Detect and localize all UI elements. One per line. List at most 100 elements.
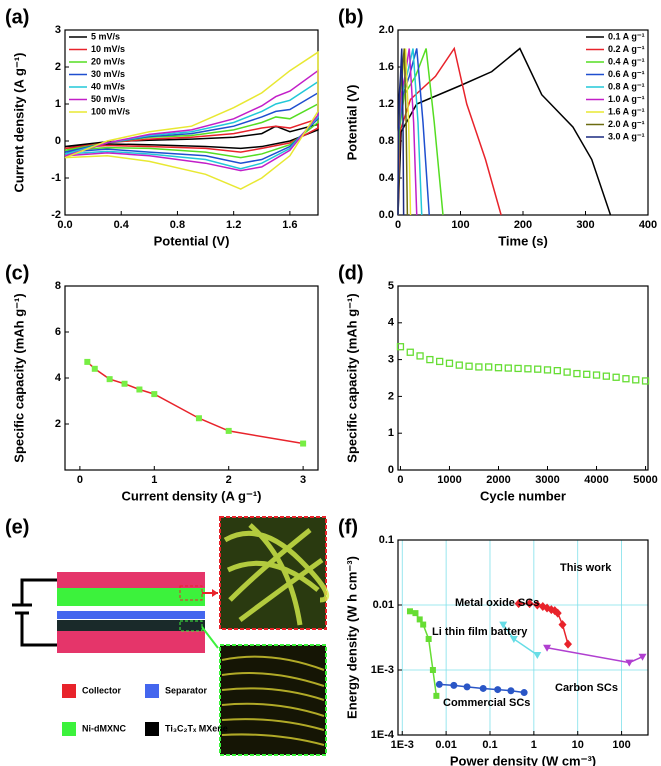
legend-label: Separator [165, 685, 208, 695]
y-tick-label: 0.1 [379, 534, 394, 546]
legend-label: Ni-dMXNC [82, 723, 126, 733]
collector-layer [57, 631, 205, 653]
marker [450, 681, 458, 689]
marker [553, 366, 561, 375]
y-tick-label: 1.2 [379, 98, 394, 110]
y-tick-label: 0 [388, 464, 394, 476]
marker [504, 364, 512, 372]
plot-frame [397, 539, 649, 736]
y-tick-label: -1 [51, 172, 61, 184]
marker [525, 599, 534, 609]
x-axis-label: Power density (W cm⁻³) [450, 753, 596, 766]
marker [106, 376, 113, 383]
legend-label: 100 mV/s [91, 106, 130, 116]
series-label: Commercial SCs [443, 697, 530, 709]
x-tick-label: 100 [612, 739, 630, 751]
legend-label: 0.4 A g⁻¹ [608, 56, 645, 66]
zoom-box [179, 620, 203, 632]
y-tick-label: 1E-3 [371, 664, 394, 676]
x-axis-label: Time (s) [498, 233, 548, 248]
legend-label: 1.6 A g⁻¹ [608, 106, 645, 116]
x-axis-label: Potential (V) [154, 233, 230, 248]
series-label: Carbon SCs [555, 682, 618, 694]
marker [507, 687, 515, 695]
x-tick-label: 1E-3 [391, 739, 414, 751]
panel-e: (e) Collector Separator Ni-dMXNC Ti₃C₂Tₓ… [5, 516, 330, 756]
marker [426, 355, 434, 364]
collector-layer [57, 572, 205, 588]
legend-label: 40 mV/s [91, 81, 125, 91]
marker [465, 362, 473, 370]
marker [558, 620, 567, 630]
x-axis-label: Current density (A g⁻¹) [122, 488, 262, 503]
marker [612, 373, 620, 381]
panel-label: (c) [5, 262, 29, 284]
marker [494, 686, 502, 694]
legend-label: Collector [82, 685, 122, 695]
legend-label: 0.1 A g⁻¹ [608, 31, 645, 41]
marker [563, 639, 572, 649]
marker [533, 652, 542, 660]
panel: (d) 0 1000 2000 3000 4000 5000 0 1 2 3 4 5 Cycle numb… [338, 262, 658, 503]
y-tick-label: 5 [388, 280, 394, 292]
y-axis-label: Current density (A g⁻¹) [11, 53, 26, 193]
y-tick-label: 3 [55, 24, 61, 36]
marker [136, 386, 143, 393]
series-label: Li thin film battery [432, 626, 528, 638]
x-tick-label: 4000 [584, 474, 608, 486]
marker [622, 375, 630, 383]
series-label: Metal oxide SCs [455, 597, 539, 609]
ni-dmxnc-layer [57, 588, 205, 606]
marker [225, 427, 232, 434]
x-tick-label: 0.0 [57, 219, 72, 231]
series-label: This work [560, 562, 612, 574]
marker [429, 667, 436, 673]
plot-frame [397, 285, 649, 471]
sem-image [219, 644, 327, 756]
y-tick-label: 3 [388, 354, 394, 366]
marker [396, 343, 405, 351]
x-tick-label: 3 [300, 474, 306, 486]
x-tick-label: 0 [77, 474, 83, 486]
legend-swatch [62, 722, 76, 736]
x-tick-label: 0 [397, 474, 403, 486]
y-tick-label: 0.0 [379, 209, 394, 221]
zoom-box [179, 585, 203, 601]
marker [435, 680, 443, 688]
y-tick-label: 6 [55, 326, 61, 338]
plot-frame [397, 29, 649, 216]
sem-texture [223, 523, 330, 626]
legend-label: 0.8 A g⁻¹ [608, 81, 645, 91]
x-tick-label: 0.4 [114, 219, 130, 231]
x-tick-label: 2 [226, 474, 232, 486]
marker [638, 653, 647, 661]
marker [151, 391, 158, 398]
legend-label: 1.0 A g⁻¹ [608, 94, 645, 104]
y-tick-label: 2 [388, 390, 394, 402]
marker [514, 599, 523, 609]
marker [494, 364, 503, 372]
x-tick-label: 1.6 [282, 219, 297, 231]
marker [602, 372, 610, 380]
marker [533, 600, 542, 610]
x-tick-label: 400 [639, 219, 657, 231]
x-tick-label: 1 [151, 474, 157, 486]
arrow-head [212, 589, 218, 597]
y-tick-label: 2.0 [379, 24, 394, 36]
series-line [397, 47, 612, 216]
marker [520, 689, 528, 697]
x-tick-label: 200 [514, 219, 532, 231]
legend-label: 20 mV/s [91, 56, 125, 66]
y-tick-label: 0 [55, 135, 61, 147]
marker [416, 352, 424, 360]
marker [420, 621, 427, 628]
marker [553, 608, 562, 618]
x-tick-label: 1 [531, 739, 537, 751]
marker [625, 659, 634, 667]
y-tick-label: 2 [55, 418, 61, 430]
legend-swatch [62, 684, 76, 698]
marker [499, 621, 508, 629]
marker [641, 377, 650, 385]
y-tick-label: 1 [388, 427, 394, 439]
